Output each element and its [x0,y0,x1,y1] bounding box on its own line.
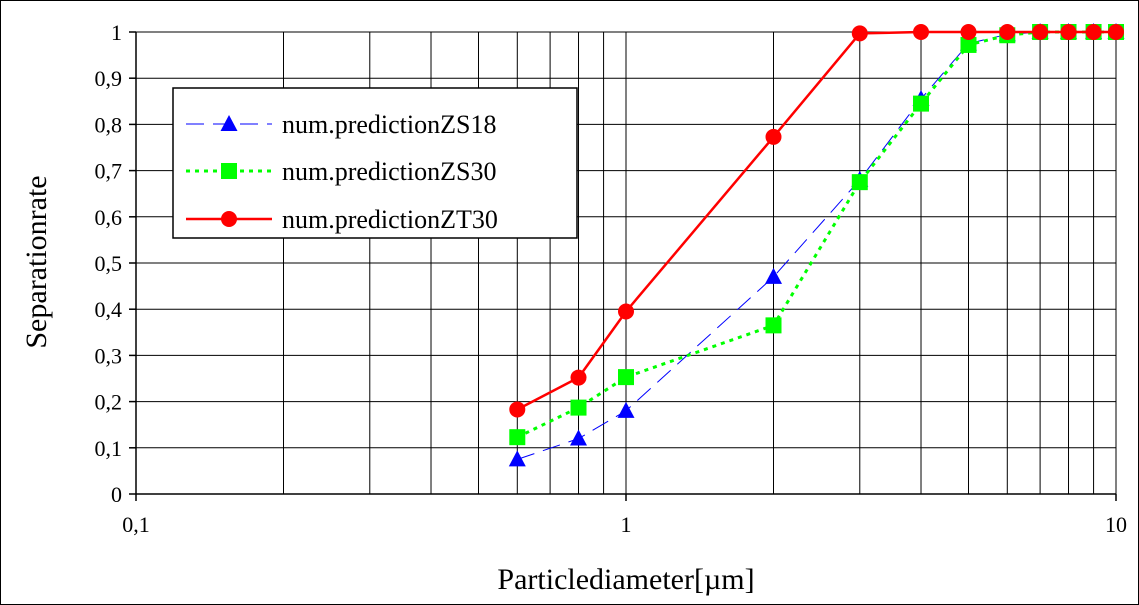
data-point-2-6 [960,24,977,40]
legend-item-2: num.predictionZT30 [186,205,498,234]
data-point-1-2 [618,369,634,386]
legend-item-1: num.predictionZS30 [186,157,496,186]
data-point-2-10 [1085,24,1102,40]
y-tick-label: 0,2 [95,390,123,415]
y-tick-label: 0,5 [95,251,123,276]
legend-box [172,87,578,239]
legend-marker-2 [221,211,237,227]
data-point-0-3 [765,267,783,284]
data-point-2-3 [765,128,782,145]
data-point-2-9 [1060,24,1077,40]
y-tick-label: 0,8 [95,112,123,137]
x-tick-label: 1 [621,512,632,537]
x-tick-label: 0,1 [122,512,150,537]
data-point-1-5 [913,95,930,112]
data-point-2-0 [509,401,526,418]
data-point-0-1 [570,429,588,446]
legend-marker-1 [221,163,237,179]
y-tick-label: 0,6 [95,205,123,230]
legend-label-0: num.predictionZS18 [282,110,496,139]
series-line-0 [517,31,1116,460]
data-point-0-0 [508,450,526,467]
y-tick-labels: 0 0,1 0,2 0,3 0,4 0,5 0,6 0,7 0,8 0,9 1 [95,20,123,507]
data-point-2-4 [851,25,868,42]
data-point-2-2 [618,303,634,320]
y-tick-label: 0,4 [95,297,123,322]
x-axis-title: Particlediameter[µm] [497,563,754,596]
y-tick-label: 0,9 [95,66,123,91]
legend-label-1: num.predictionZS30 [282,157,496,186]
y-tick-label: 0,7 [95,159,123,184]
y-tick-label: 0 [111,482,122,507]
legend: num.predictionZS18 num.predictionZS30 num.… [172,87,578,239]
axes [129,31,1117,501]
data-point-1-0 [509,429,526,446]
legend-label-2: num.predictionZT30 [282,205,498,234]
data-point-1-6 [960,36,977,53]
y-axis-title: Separationrate [20,175,53,348]
data-point-2-1 [570,369,587,386]
legend-item-0: num.predictionZS18 [186,110,496,139]
y-tick-label: 1 [111,20,122,45]
legend-marker-0 [220,115,238,131]
data-point-1-4 [851,174,868,191]
x-tick-labels: 0,1 1 10 [122,512,1127,537]
data-point-2-5 [913,24,930,40]
data-point-1-3 [765,317,782,334]
y-tick-label: 0,3 [95,343,123,368]
data-point-1-1 [570,399,587,416]
series-num.predictionZT30 [509,24,1124,418]
series-line-1 [516,30,1116,439]
data-point-2-7 [999,24,1016,40]
data-point-2-8 [1032,24,1049,40]
series-layer [508,23,1125,467]
x-tick-label: 10 [1105,512,1127,537]
data-point-2-11 [1108,24,1124,40]
y-tick-label: 0,1 [95,436,123,461]
legend-items: num.predictionZS18 num.predictionZS30 num.… [186,110,498,234]
data-point-0-2 [617,401,635,418]
